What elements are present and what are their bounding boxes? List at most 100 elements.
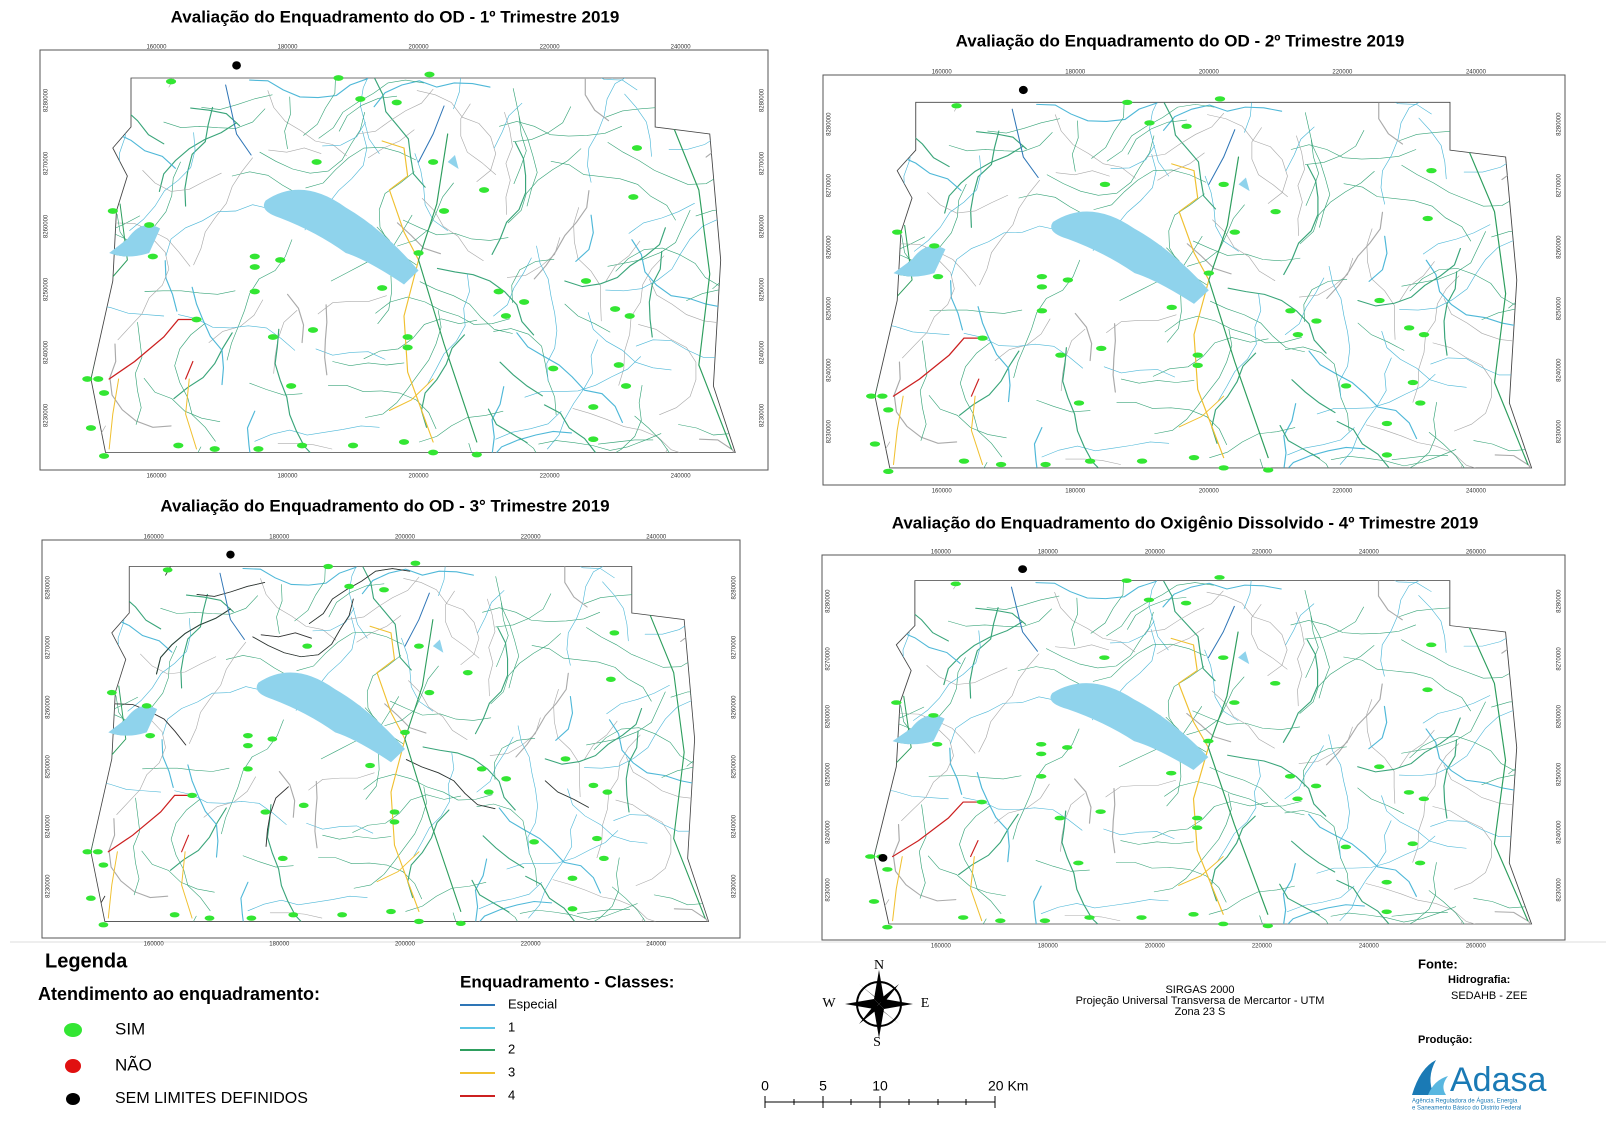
logo-tagline: Agência Reguladora de Águas, Energia <box>1412 1098 1518 1105</box>
station <box>1036 742 1046 747</box>
x-coord-label: 180000 <box>278 45 299 51</box>
station <box>1311 784 1321 789</box>
station <box>299 803 309 808</box>
y-coord-label: 8260000 <box>46 695 52 719</box>
station <box>428 450 438 456</box>
station <box>414 919 424 924</box>
station <box>1167 305 1177 310</box>
y-coord-label: 8250000 <box>827 296 833 320</box>
station <box>386 909 396 914</box>
station <box>1144 120 1154 125</box>
legend-dot <box>65 1059 81 1073</box>
station <box>892 230 902 235</box>
x-coord-label: 160000 <box>144 942 165 948</box>
station <box>1203 739 1213 744</box>
x-coord-label: 200000 <box>395 535 416 541</box>
y-coord-label: 8260000 <box>44 214 50 238</box>
station <box>1426 168 1436 173</box>
station <box>1419 797 1429 802</box>
station <box>166 79 176 85</box>
station <box>108 208 118 214</box>
station <box>609 630 619 635</box>
station <box>163 567 173 572</box>
x-coord-label: 220000 <box>1252 550 1273 556</box>
station <box>1341 383 1351 388</box>
station <box>1055 816 1065 821</box>
x-coord-label: 160000 <box>932 70 953 76</box>
y-coord-label: 8250000 <box>44 277 50 301</box>
y-coord-label: 8280000 <box>1557 589 1563 613</box>
scale-label: 5 <box>819 1078 827 1094</box>
compass-label: W <box>822 996 836 1011</box>
legend-title: Legenda <box>45 950 128 972</box>
x-coord-label: 240000 <box>1466 70 1487 76</box>
station <box>107 690 117 695</box>
station <box>1426 643 1436 648</box>
x-coord-label: 160000 <box>931 944 952 950</box>
station <box>1181 601 1191 606</box>
x-coord-label: 240000 <box>1359 550 1380 556</box>
station <box>99 922 109 927</box>
station <box>1055 353 1065 358</box>
y-coord-label: 8270000 <box>732 635 738 659</box>
station <box>1408 380 1418 385</box>
production-title: Produção: <box>1418 1034 1472 1046</box>
x-coord-label: 180000 <box>1065 489 1086 495</box>
station <box>588 436 598 442</box>
station <box>191 317 201 323</box>
station <box>463 670 473 675</box>
projection: Zona 23 S <box>1175 1006 1226 1018</box>
y-coord-label: 8230000 <box>827 419 833 443</box>
station <box>628 194 638 200</box>
station <box>951 103 961 108</box>
station <box>1084 915 1094 920</box>
station <box>1270 209 1280 214</box>
scale-label: 20 Km <box>988 1078 1028 1094</box>
scale-bar <box>765 1096 995 1108</box>
station <box>1270 681 1280 686</box>
x-coord-label: 180000 <box>269 535 290 541</box>
station <box>1137 458 1147 463</box>
station <box>348 443 358 449</box>
station <box>1218 922 1228 927</box>
station <box>1293 332 1303 337</box>
station <box>484 789 494 794</box>
station <box>1063 277 1073 282</box>
station <box>588 404 598 410</box>
station <box>883 469 893 474</box>
station <box>1181 124 1191 129</box>
station <box>425 690 435 695</box>
station <box>243 733 253 738</box>
station <box>243 766 253 771</box>
station <box>501 313 511 319</box>
station <box>392 100 402 106</box>
station <box>250 289 260 295</box>
station <box>1074 400 1084 405</box>
station <box>142 703 152 708</box>
station <box>891 700 901 705</box>
station <box>1144 598 1154 603</box>
station <box>403 345 413 351</box>
station <box>1404 325 1414 330</box>
y-coord-label: 8230000 <box>760 403 766 427</box>
y-coord-label: 8260000 <box>760 214 766 238</box>
station <box>243 743 253 748</box>
station <box>877 394 887 399</box>
page: Legenda Atendimento ao enquadramento: SI… <box>0 0 1606 1147</box>
y-coord-label: 8240000 <box>732 814 738 838</box>
legend-label: SIM <box>115 1019 145 1038</box>
station <box>247 915 257 920</box>
y-coord-label: 8280000 <box>826 589 832 613</box>
station <box>1218 465 1228 470</box>
station <box>99 862 109 867</box>
y-coord-label: 8250000 <box>760 277 766 301</box>
station <box>288 912 298 917</box>
station <box>210 446 220 452</box>
y-coord-label: 8270000 <box>760 151 766 175</box>
x-coord-label: 180000 <box>1038 944 1059 950</box>
y-coord-label: 8260000 <box>1557 704 1563 728</box>
station <box>977 800 987 805</box>
station <box>1415 861 1425 866</box>
station <box>99 390 109 396</box>
y-coord-label: 8260000 <box>826 704 832 728</box>
